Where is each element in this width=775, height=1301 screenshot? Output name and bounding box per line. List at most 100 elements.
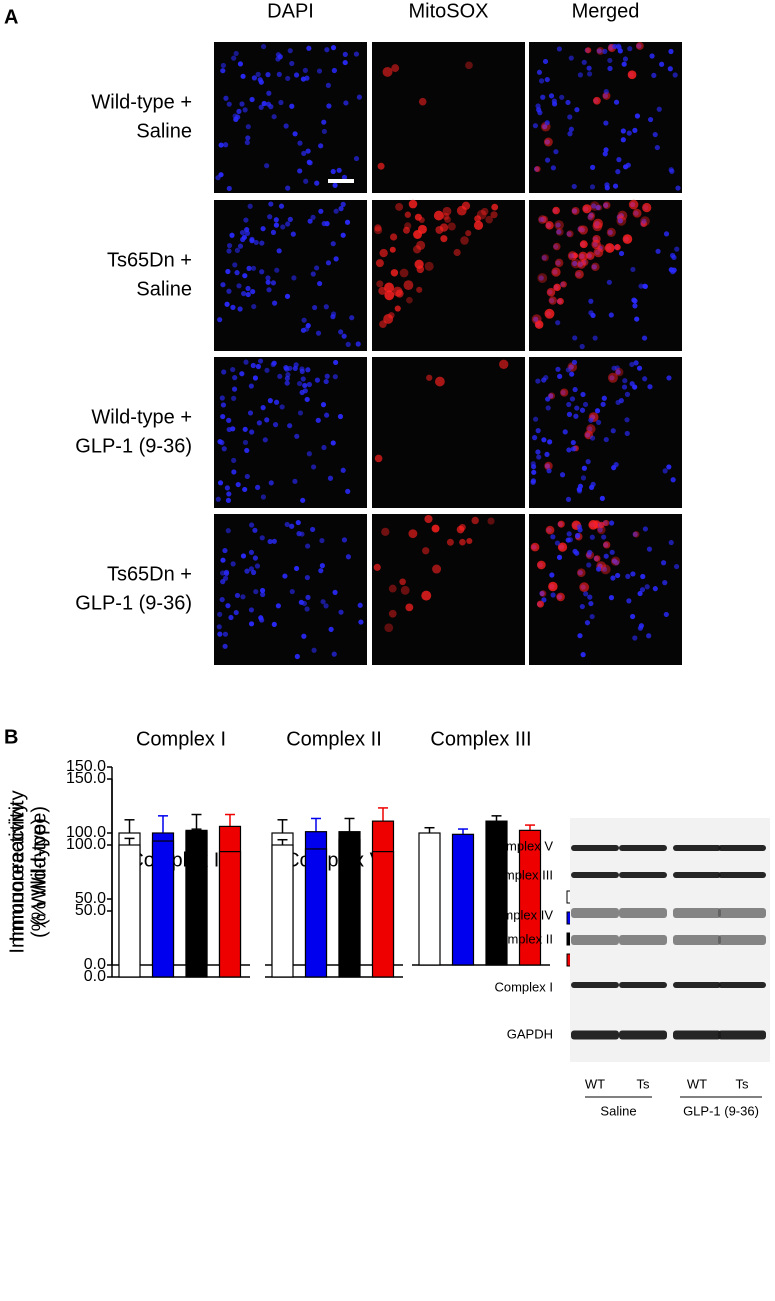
micrograph [214,200,367,351]
nucleus [300,376,306,382]
nucleus [340,467,346,473]
nucleus [630,571,636,577]
nucleus [297,140,303,146]
nucleus [219,570,226,576]
nucleus [280,224,286,230]
mitosox-signal [400,585,410,595]
nucleus [667,66,673,72]
mitosox-signal [534,165,541,173]
nucleus [306,451,312,457]
mitosox-signal [432,564,442,574]
nucleus [615,369,621,375]
nucleus [591,264,597,270]
nucleus [242,439,249,446]
nucleus [216,624,222,630]
mitosox-signal [440,235,448,243]
nucleus [299,368,305,374]
mitosox-signal [578,251,588,261]
nucleus [571,183,577,190]
mitosox-signal [384,290,395,301]
nucleus [285,185,291,191]
nucleus [289,60,295,67]
y-tick-label: 150.0 [66,758,106,775]
nucleus [225,603,231,609]
mitosox-signal [554,258,564,268]
mitosox-signal [576,568,586,577]
nucleus [611,558,618,564]
nucleus [565,99,571,106]
nucleus [604,185,610,191]
mitosox-signal [548,392,556,400]
nucleus [617,218,623,224]
nucleus [317,280,323,287]
panel-label: A [4,6,18,28]
nucleus [349,315,355,321]
nucleus [251,75,257,81]
nucleus [612,183,619,189]
mitosox-signal [374,226,383,235]
nucleus [637,625,644,631]
image-background [372,357,525,508]
nucleus [222,643,228,649]
mitosox-signal [574,269,584,279]
nucleus [217,611,223,617]
nucleus [327,475,334,481]
mitosox-signal [389,246,396,253]
nucleus [660,560,667,566]
mitosox-signal [596,204,603,211]
nucleus [321,220,327,227]
nucleus [245,135,251,141]
nucleus [639,587,646,593]
nucleus [586,65,592,71]
nucleus [255,71,261,77]
nucleus [305,148,311,154]
band [673,982,721,988]
mitosox-signal [593,247,604,258]
nucleus [607,57,613,64]
bar [418,832,441,966]
row-label: Saline [136,120,192,142]
mitosox-signal [632,208,642,218]
nucleus [607,229,613,235]
nucleus [311,647,317,653]
nucleus [314,265,320,271]
mitosox-signal [424,514,433,524]
nucleus [225,268,231,275]
nucleus [292,365,298,372]
nucleus [255,363,262,370]
nucleus [541,597,547,603]
mitosox-signal [543,137,553,147]
western-blot: Complex V Complex III Complex IV Complex II… [486,818,770,1118]
nucleus [226,288,232,294]
nucleus [217,439,223,445]
chart-title: Complex IV [129,849,233,871]
mitosox-signal [403,226,410,234]
nucleus [550,165,557,171]
nucleus [248,621,255,627]
nucleus [608,595,615,601]
nucleus [266,287,272,293]
mitosox-signal [537,215,547,224]
nucleus [550,592,556,598]
nucleus [538,78,545,84]
nucleus [588,600,594,607]
nucleus [306,381,313,388]
mitosox-signal [394,305,401,312]
nucleus [332,182,338,188]
mitosox-signal [413,230,422,239]
nucleus [577,72,583,78]
nucleus [562,429,568,435]
nucleus [259,240,265,246]
nucleus [304,75,310,81]
nucleus [301,633,307,639]
nucleus [220,282,226,288]
nucleus [557,373,563,379]
nucleus [336,167,342,173]
nucleus [246,265,252,271]
nucleus [234,247,241,254]
nucleus [291,275,297,281]
nucleus [579,603,585,610]
y-tick-label: 50.0 [75,890,106,907]
nucleus [226,242,233,249]
nucleus [240,594,246,600]
